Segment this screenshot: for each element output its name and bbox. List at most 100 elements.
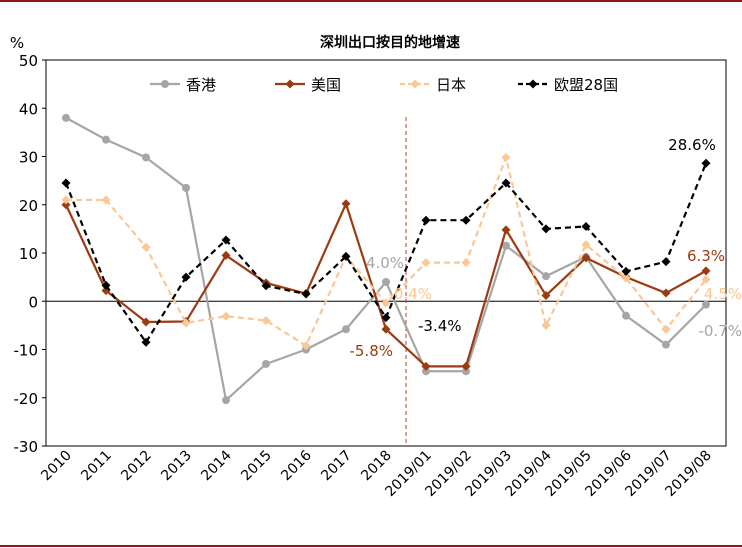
data-point	[285, 79, 295, 89]
legend-item: 美国	[275, 76, 341, 94]
data-point	[581, 240, 591, 250]
x-tick-label: 2015	[238, 448, 275, 485]
x-tick-label: 2011	[78, 448, 115, 485]
series-欧盟28国	[61, 158, 711, 347]
data-point	[141, 337, 151, 347]
data-point	[622, 311, 630, 320]
series-layer	[61, 113, 711, 405]
data-point	[421, 361, 431, 371]
y-tick-label: 30	[19, 149, 38, 167]
legend-label: 美国	[311, 76, 341, 94]
data-point	[381, 313, 391, 323]
y-tick-label: -20	[14, 390, 39, 408]
data-label: -0.4%	[388, 285, 432, 303]
data-point	[341, 251, 351, 261]
data-point	[422, 367, 430, 376]
y-tick-label: 50	[19, 52, 38, 70]
data-point	[702, 300, 710, 309]
data-point	[421, 258, 431, 268]
data-point	[381, 298, 391, 308]
data-point	[142, 153, 150, 162]
y-tick-label: 20	[19, 197, 38, 215]
top-rule	[0, 0, 742, 2]
data-point	[501, 178, 511, 188]
data-point	[542, 272, 550, 281]
x-tick-label: 2017	[318, 448, 355, 485]
data-point	[222, 396, 230, 405]
data-label: -0.7%	[698, 322, 742, 340]
data-point	[261, 316, 271, 326]
data-point	[502, 241, 510, 250]
data-point	[528, 79, 538, 89]
data-point	[161, 80, 169, 88]
data-point	[102, 135, 110, 144]
data-point	[462, 367, 470, 376]
data-point	[181, 272, 191, 282]
data-point	[221, 311, 231, 321]
x-tick-label: 2010	[38, 448, 75, 485]
data-point	[701, 158, 711, 168]
annotations-layer: 4.0% -0.4% -5.8% -3.4% 28.6% 6.3% 4.5% -0.7%	[349, 136, 742, 360]
data-point	[541, 224, 551, 234]
data-label: -3.4%	[418, 317, 462, 335]
legend-item: 香港	[150, 76, 216, 94]
data-point	[341, 199, 351, 209]
data-point	[461, 361, 471, 371]
data-point	[661, 324, 671, 334]
data-point	[181, 318, 191, 328]
data-point	[461, 258, 471, 268]
data-point	[221, 235, 231, 245]
data-point	[581, 221, 591, 231]
data-point	[621, 266, 631, 276]
data-point	[541, 290, 551, 300]
data-point	[342, 325, 350, 334]
data-point	[661, 257, 671, 267]
data-point	[61, 178, 71, 188]
data-point	[661, 288, 671, 298]
series-香港	[62, 113, 710, 405]
data-point	[701, 275, 711, 285]
data-point	[101, 280, 111, 290]
data-point	[541, 320, 551, 330]
legend-item: 日本	[400, 76, 466, 94]
y-tick-label: -30	[14, 438, 39, 456]
data-point	[301, 289, 311, 299]
bottom-rule	[0, 545, 742, 547]
x-tick-label: 2018	[358, 448, 395, 485]
data-point	[410, 79, 420, 89]
data-point	[581, 253, 591, 263]
data-point	[621, 273, 631, 283]
data-label: 4.0%	[366, 254, 404, 272]
y-tick-label: -10	[14, 342, 39, 360]
y-tick-label: 10	[19, 245, 38, 263]
data-point	[261, 281, 271, 291]
x-tick-label: 2014	[198, 447, 235, 484]
data-point	[501, 152, 511, 162]
data-point	[662, 340, 670, 349]
legend-label: 日本	[436, 76, 466, 94]
legend-item: 欧盟28国	[518, 76, 618, 94]
legend: 香港 美国 日本 欧盟28国	[150, 76, 618, 94]
data-point	[461, 215, 471, 225]
data-point	[701, 266, 711, 276]
y-axis-unit-label: %	[10, 34, 24, 52]
data-point	[61, 200, 71, 210]
y-tick-label: 0	[28, 293, 38, 311]
data-point	[61, 195, 71, 205]
data-label: 4.5%	[704, 285, 742, 303]
legend-label: 欧盟28国	[554, 76, 618, 94]
plot-frame	[45, 59, 727, 447]
data-label: -5.8%	[349, 342, 393, 360]
data-point	[501, 225, 511, 235]
data-point	[141, 317, 151, 327]
data-point	[62, 113, 70, 122]
data-point	[221, 250, 231, 260]
x-tick-label: 2016	[278, 447, 315, 484]
y-tick-label: 40	[19, 100, 38, 118]
data-point	[182, 183, 190, 192]
data-label: 6.3%	[687, 247, 725, 265]
data-point	[262, 359, 270, 368]
data-point	[421, 215, 431, 225]
x-tick-label: 2013	[158, 448, 195, 485]
